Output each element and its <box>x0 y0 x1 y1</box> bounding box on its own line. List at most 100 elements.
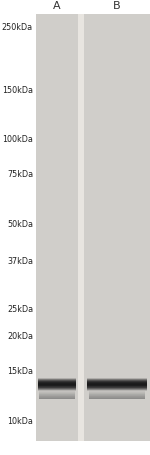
Bar <box>89 396 145 397</box>
Bar <box>38 389 76 390</box>
Bar <box>87 382 147 383</box>
Bar <box>89 397 145 398</box>
Bar <box>87 387 147 388</box>
Bar <box>38 381 76 382</box>
Bar <box>87 386 147 387</box>
Bar <box>87 386 147 387</box>
Bar <box>39 393 75 394</box>
Bar <box>38 385 76 386</box>
Bar <box>87 384 147 385</box>
Bar <box>87 390 147 391</box>
Bar <box>39 395 75 396</box>
Bar <box>89 398 145 399</box>
Text: 37kDa: 37kDa <box>7 257 33 266</box>
Bar <box>38 378 76 379</box>
Bar <box>36 14 150 441</box>
Bar <box>39 396 75 397</box>
Bar <box>87 378 147 379</box>
Text: 20kDa: 20kDa <box>7 332 33 341</box>
Text: 250kDa: 250kDa <box>2 23 33 32</box>
Bar <box>38 384 76 385</box>
Text: 100kDa: 100kDa <box>2 135 33 144</box>
Bar <box>87 384 147 385</box>
Bar <box>39 393 75 394</box>
Bar <box>39 395 75 396</box>
Bar <box>39 398 75 399</box>
Bar <box>38 387 76 388</box>
Text: B: B <box>113 1 121 11</box>
Bar <box>39 397 75 398</box>
Bar <box>38 383 76 384</box>
Bar <box>87 388 147 389</box>
Bar <box>89 397 145 398</box>
Bar <box>39 398 75 399</box>
Bar <box>87 383 147 384</box>
Bar <box>38 380 76 381</box>
Bar <box>89 391 145 392</box>
Bar <box>38 386 76 387</box>
Bar <box>89 392 145 393</box>
Bar <box>87 380 147 381</box>
Bar <box>87 386 147 387</box>
Bar <box>38 382 76 383</box>
Bar <box>39 394 75 395</box>
Bar <box>38 390 76 391</box>
Text: 150kDa: 150kDa <box>2 86 33 95</box>
Bar <box>87 390 147 391</box>
Bar <box>89 393 145 394</box>
Bar <box>38 386 76 387</box>
Bar <box>87 379 147 380</box>
Bar <box>38 388 76 389</box>
Bar <box>38 389 76 390</box>
Bar <box>87 381 147 382</box>
Bar <box>38 385 76 386</box>
Bar <box>38 382 76 383</box>
Bar <box>38 384 76 385</box>
Bar <box>87 382 147 383</box>
Bar <box>38 390 76 391</box>
Bar <box>87 382 147 383</box>
Bar <box>87 385 147 386</box>
Bar <box>38 381 76 382</box>
Bar <box>89 395 145 396</box>
Bar <box>39 391 75 392</box>
Bar <box>38 386 76 387</box>
Bar <box>38 388 76 389</box>
Text: 10kDa: 10kDa <box>7 417 33 426</box>
Bar <box>38 379 76 380</box>
Bar <box>87 383 147 384</box>
Bar <box>39 392 75 393</box>
Bar <box>38 384 76 385</box>
Text: 75kDa: 75kDa <box>7 170 33 179</box>
Bar <box>39 391 75 392</box>
Bar <box>38 379 76 380</box>
Bar <box>87 379 147 380</box>
Bar <box>89 394 145 395</box>
Bar <box>38 381 76 382</box>
Bar <box>89 393 145 394</box>
Bar <box>89 398 145 399</box>
Text: 50kDa: 50kDa <box>7 220 33 229</box>
Bar <box>87 389 147 390</box>
Bar <box>38 387 76 388</box>
Bar <box>39 397 75 398</box>
Bar <box>89 395 145 396</box>
Bar <box>39 396 75 397</box>
Bar <box>87 388 147 389</box>
Text: 15kDa: 15kDa <box>7 367 33 376</box>
Bar <box>89 392 145 393</box>
Text: A: A <box>53 1 61 11</box>
Bar <box>87 387 147 388</box>
Text: 25kDa: 25kDa <box>7 305 33 314</box>
Bar <box>87 389 147 390</box>
Bar <box>38 389 76 390</box>
Bar <box>39 394 75 395</box>
Bar <box>38 383 76 384</box>
Bar <box>89 396 145 397</box>
Bar <box>78 14 84 441</box>
Bar <box>87 380 147 381</box>
Bar <box>38 380 76 381</box>
Bar <box>87 378 147 379</box>
Bar <box>87 384 147 385</box>
Bar <box>89 391 145 392</box>
